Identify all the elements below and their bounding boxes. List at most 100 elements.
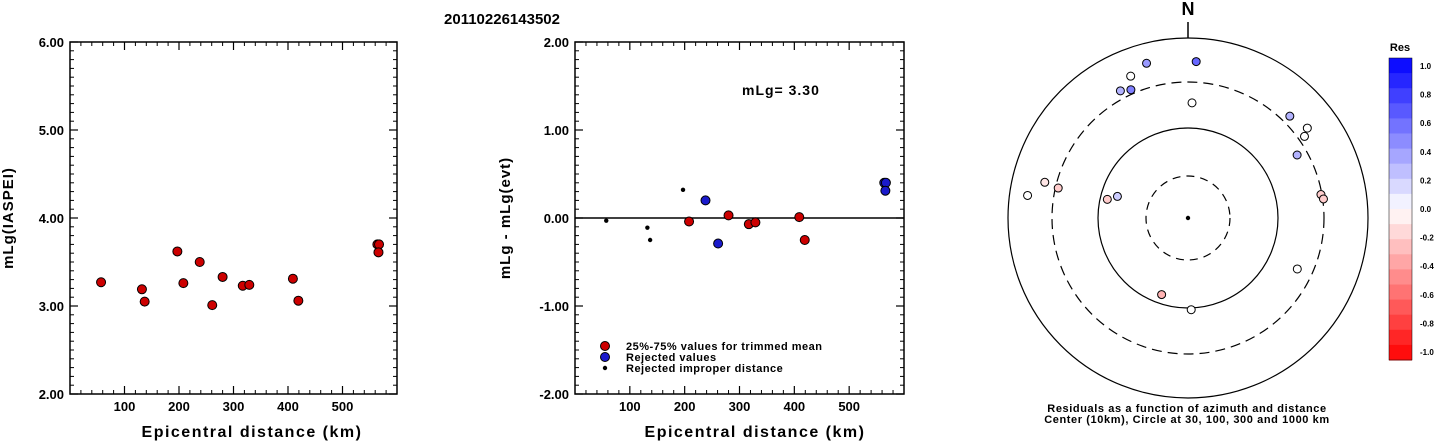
colorbar-title: Res [1390, 42, 1410, 54]
data-point [139, 296, 150, 307]
left-y-axis-label: mLg(IASPEI) [0, 167, 17, 269]
improper-distance-point [647, 237, 653, 243]
colorbar-label: 1.0 [1420, 62, 1432, 71]
station-point [1285, 111, 1295, 121]
ring-1000km [1007, 37, 1369, 399]
left-x-tick-label: 500 [332, 399, 354, 414]
colorbar-swatch [1389, 133, 1412, 150]
middle-panel: 100 200 300 400 500 -2.00 -1.00 0.00 1.00 2.00 mL… [497, 35, 905, 441]
middle-y-tick-label: 0.00 [544, 211, 569, 226]
station-point [1302, 123, 1312, 133]
legend-label: Rejected improper distance [626, 363, 783, 375]
middle-y-tick-label: 1.00 [544, 123, 569, 138]
colorbar-swatch [1389, 178, 1412, 195]
colorbar-swatch [1389, 269, 1412, 285]
polar-panel: N Residuals as a function of azimuth and… [1007, 0, 1369, 426]
left-axis-ticks: 100 200 300 400 500 2.00 3.00 4.00 5.00 6.00 [39, 35, 397, 414]
data-point [750, 217, 761, 228]
legend-label: Rejected values [626, 352, 717, 364]
left-plot-frame [69, 41, 398, 395]
colorbar-swatch [1389, 224, 1412, 240]
station-point [1115, 86, 1125, 96]
station-point [1023, 190, 1033, 200]
colorbar-labels: 1.0 0.8 0.6 0.4 0.2 0.0 -0.2 -0.4 -0.6 -0.8 -1.0 [1420, 62, 1434, 357]
middle-x-tick-label: 300 [729, 399, 751, 414]
station-point [1142, 58, 1152, 68]
colorbar-swatch [1389, 239, 1412, 255]
station-point [1040, 177, 1050, 187]
colorbar-swatch [1389, 209, 1412, 225]
data-point [794, 212, 805, 223]
colorbar-label: -0.4 [1420, 262, 1434, 271]
middle-y-tick-label: -2.00 [539, 387, 569, 402]
middle-data-points [604, 177, 891, 249]
middle-x-tick-label: 400 [783, 399, 805, 414]
left-data-points [96, 239, 385, 311]
station-point [1299, 131, 1309, 141]
legend-label: 25%-75% values for trimmed mean [626, 341, 822, 353]
polar-caption-line2: Center (10km), Circle at 30, 100, 300 an… [1044, 414, 1330, 426]
colorbar-swatch [1389, 329, 1412, 346]
station-point [1191, 57, 1201, 67]
data-point [244, 279, 255, 290]
colorbar-swatch [1389, 284, 1412, 301]
data-point [207, 300, 218, 311]
epicenter-dot [1185, 215, 1191, 221]
colorbar-swatch [1389, 254, 1412, 270]
legend-marker [600, 352, 610, 362]
middle-x-tick-label: 500 [838, 399, 860, 414]
left-x-tick-label: 300 [223, 399, 245, 414]
colorbar-swatch [1389, 118, 1412, 134]
ring-300km [1051, 81, 1325, 355]
colorbar-swatch [1389, 299, 1412, 316]
station-point [1186, 305, 1196, 315]
improper-distance-point [604, 218, 609, 223]
left-x-tick-label: 200 [168, 399, 190, 414]
left-x-tick-label: 400 [277, 399, 299, 414]
data-point [373, 247, 384, 258]
colorbar-swatch [1389, 314, 1412, 331]
data-point [136, 284, 147, 295]
legend-marker [602, 365, 608, 371]
colorbar-label: -0.8 [1420, 319, 1434, 328]
colorbar-swatch [1389, 73, 1412, 89]
left-y-tick-label: 5.00 [39, 123, 64, 138]
improper-distance-point [645, 225, 650, 230]
station-point [1292, 264, 1302, 274]
data-point [880, 185, 891, 196]
station-point [1102, 194, 1112, 204]
colorbar-frame [1388, 57, 1413, 361]
station-point [1053, 183, 1063, 193]
colorbar-swatch [1389, 58, 1412, 74]
data-point [96, 277, 107, 288]
colorbar-swatch [1389, 193, 1412, 210]
data-point [799, 235, 810, 245]
colorbar-label: -1.0 [1420, 348, 1434, 357]
colorbar-swatch [1389, 344, 1412, 361]
station-point [1112, 191, 1122, 201]
station-point [1126, 71, 1136, 81]
station-point [1126, 85, 1136, 95]
colorbar-label: 0.6 [1420, 119, 1432, 128]
left-x-axis-label: Epicentral distance (km) [142, 424, 363, 441]
north-label: N [1182, 0, 1195, 19]
station-point [1157, 290, 1167, 300]
data-point [684, 216, 695, 227]
data-point [723, 210, 734, 221]
left-y-tick-label: 2.00 [39, 387, 64, 402]
left-y-tick-label: 4.00 [39, 211, 64, 226]
colorbar-label: -0.6 [1420, 291, 1434, 300]
colorbar-label: 0.8 [1420, 91, 1432, 100]
legend-marker [600, 341, 610, 351]
colorbar-label: 0.2 [1420, 176, 1432, 185]
station-point [1187, 98, 1197, 108]
left-y-tick-label: 3.00 [39, 299, 64, 314]
middle-x-tick-label: 200 [674, 399, 696, 414]
colorbar-label: 0.0 [1420, 205, 1432, 214]
figure-title: 20110226143502 [444, 11, 560, 28]
middle-y-tick-label: 2.00 [544, 35, 569, 50]
polar-caption-line1: Residuals as a function of azimuth and d… [1047, 403, 1326, 415]
colorbar-label: 0.4 [1420, 148, 1432, 157]
colorbar-label: -0.2 [1420, 234, 1434, 243]
